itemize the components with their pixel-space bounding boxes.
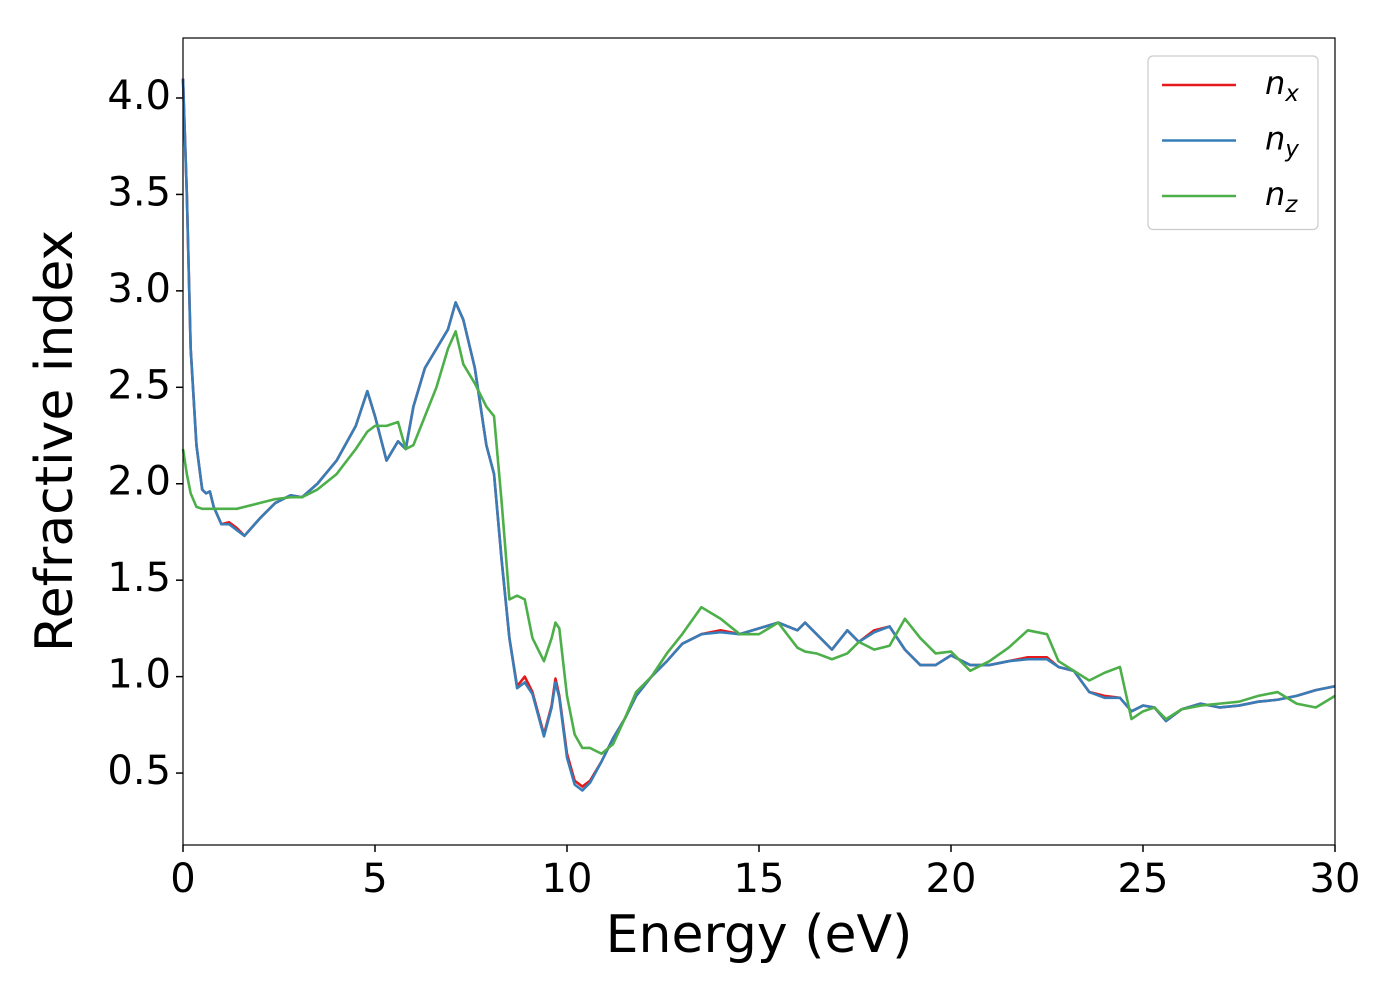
y-axis-label: Refractive index [25,230,85,652]
y-tick-label: 0.5 [107,748,171,794]
x-tick-label: 15 [734,856,785,902]
y-tick-label: 1.5 [107,555,171,601]
y-tick-label: 1.0 [107,652,171,698]
x-tick-label: 0 [170,856,195,902]
legend-box [1147,55,1319,231]
x-tick-label: 25 [1118,856,1169,902]
x-tick-label: 5 [362,856,387,902]
y-tick-label: 3.5 [107,169,171,215]
plot-frame [182,37,1336,846]
legend: nx ny nz [1147,55,1319,231]
x-tick-label: 20 [926,856,977,902]
series-line [181,330,1336,756]
x-tick-label: 10 [542,856,593,902]
y-tick-label: 4.0 [107,73,171,119]
legend-label: nz [1265,175,1298,218]
x-axis-label: Energy (eV) [606,905,913,965]
y-tick-label: 3.0 [107,266,171,312]
series-line [181,78,1336,792]
y-tick-label: 2.0 [107,459,171,505]
legend-label: ny [1265,120,1299,163]
x-tick-label: 30 [1310,856,1361,902]
y-tick-label: 2.5 [107,362,171,408]
legend-label: nx [1265,64,1299,107]
